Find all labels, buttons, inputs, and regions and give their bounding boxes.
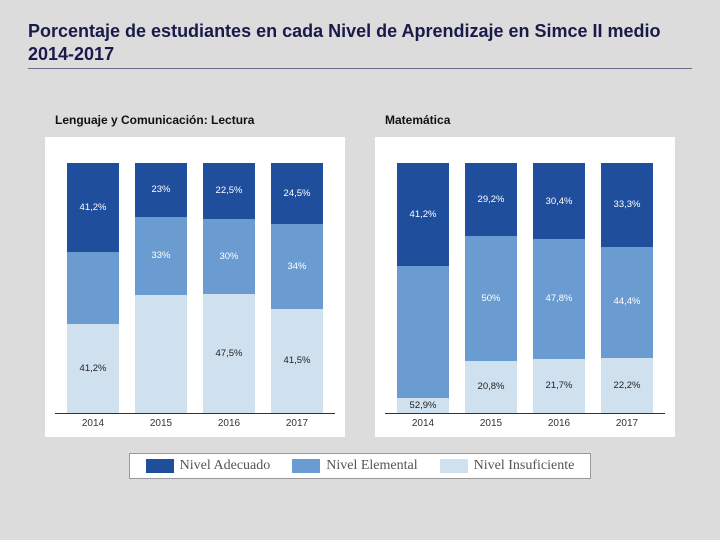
- bar-segment-insuficiente: 41,5%: [271, 309, 323, 413]
- bar-stack: 22,5%30%47,5%: [203, 163, 255, 413]
- bar-segment-elemental: 44,4%: [601, 247, 653, 358]
- bar-segment-adecuado: 23%: [135, 163, 187, 217]
- page-title: Porcentaje de estudiantes en cada Nivel …: [28, 20, 692, 69]
- bar-col: 33,3%44,4%22,2%: [599, 163, 655, 413]
- bar-segment-insuficiente: 52,9%: [397, 398, 449, 413]
- plot-area-lectura: 41,2%41,2%23%33%22,5%30%47,5%24,5%34%41,…: [55, 149, 335, 414]
- bar-segment-elemental: 30%: [203, 219, 255, 294]
- bar-segment-adecuado: 33,3%: [601, 163, 653, 246]
- x-axis-label: 2015: [463, 418, 519, 429]
- bar-stack: 30,4%47,8%21,7%: [533, 163, 585, 413]
- xaxis-matematica: 2014 2015 2016 2017: [385, 414, 665, 429]
- legend-label-elemental: Nivel Elemental: [326, 458, 417, 474]
- bar-segment-adecuado: 41,2%: [67, 163, 119, 252]
- bar-segment-insuficiente: 47,5%: [203, 294, 255, 413]
- bar-col: 41,2% 41,2%: [65, 163, 121, 413]
- bar-col: 24,5%34%41,5%: [269, 163, 325, 413]
- x-axis-label: 2014: [395, 418, 451, 429]
- bar-stack: 41,2% 52,9%: [397, 163, 449, 413]
- bar-segment-adecuado: 24,5%: [271, 163, 323, 224]
- chart-subtitle-matematica: Matemática: [385, 113, 450, 127]
- bar-col: 29,2%50%20,8%: [463, 163, 519, 413]
- x-axis-label: 2017: [269, 418, 325, 429]
- x-axis-label: 2014: [65, 418, 121, 429]
- bar-segment-insuficiente: 20,8%: [465, 361, 517, 413]
- bar-stack: 29,2%50%20,8%: [465, 163, 517, 413]
- legend: Nivel Adecuado Nivel Elemental Nivel Ins…: [129, 453, 592, 479]
- swatch-insuficiente: [440, 459, 468, 473]
- legend-item-adecuado: Nivel Adecuado: [146, 458, 271, 474]
- swatch-elemental: [292, 459, 320, 473]
- bar-segment-adecuado: 41,2%: [397, 163, 449, 266]
- bar-segment-insuficiente: 41,2%: [67, 324, 119, 413]
- bar-segment-elemental: [397, 266, 449, 398]
- xaxis-lectura: 2014 2015 2016 2017: [55, 414, 335, 429]
- legend-label-insuficiente: Nivel Insuficiente: [474, 458, 575, 474]
- bar-col: 30,4%47,8%21,7%: [531, 163, 587, 413]
- bar-stack: 41,2% 41,2%: [67, 163, 119, 413]
- bar-segment-elemental: [67, 252, 119, 323]
- x-axis-label: 2016: [201, 418, 257, 429]
- bar-segment-elemental: 34%: [271, 224, 323, 309]
- bar-segment-insuficiente: 21,7%: [533, 359, 585, 413]
- legend-item-insuficiente: Nivel Insuficiente: [440, 458, 575, 474]
- bar-col: 23%33%: [133, 163, 189, 413]
- bar-col: 22,5%30%47,5%: [201, 163, 257, 413]
- chart-subtitle-lectura: Lenguaje y Comunicación: Lectura: [55, 113, 254, 127]
- legend-item-elemental: Nivel Elemental: [292, 458, 417, 474]
- bar-segment-elemental: 47,8%: [533, 239, 585, 359]
- chart-panel-lectura: Lenguaje y Comunicación: Lectura 41,2%41…: [45, 113, 345, 437]
- x-axis-label: 2017: [599, 418, 655, 429]
- x-axis-label: 2015: [133, 418, 189, 429]
- bar-stack: 23%33%: [135, 163, 187, 413]
- bar-segment-insuficiente: 22,2%: [601, 358, 653, 414]
- bar-segment-adecuado: 22,5%: [203, 163, 255, 219]
- bar-col: 41,2% 52,9%: [395, 163, 451, 413]
- legend-label-adecuado: Nivel Adecuado: [180, 458, 271, 474]
- chart-panel-matematica: Matemática 41,2%52,9%29,2%50%20,8%30,4%4…: [375, 113, 675, 437]
- bar-stack: 24,5%34%41,5%: [271, 163, 323, 413]
- bar-stack: 33,3%44,4%22,2%: [601, 163, 653, 413]
- legend-wrap: Nivel Adecuado Nivel Elemental Nivel Ins…: [28, 453, 692, 479]
- bar-segment-insuficiente: [135, 295, 187, 413]
- bar-segment-adecuado: 29,2%: [465, 163, 517, 236]
- bar-segment-elemental: 33%: [135, 217, 187, 295]
- swatch-adecuado: [146, 459, 174, 473]
- x-axis-label: 2016: [531, 418, 587, 429]
- bar-segment-adecuado: 30,4%: [533, 163, 585, 239]
- charts-row: Lenguaje y Comunicación: Lectura 41,2%41…: [28, 113, 692, 437]
- chart-card-lectura: 41,2%41,2%23%33%22,5%30%47,5%24,5%34%41,…: [45, 137, 345, 437]
- chart-card-matematica: 41,2% 52,9% 29,2%50%20,8% 30,4%47,8%21,7% 33…: [375, 137, 675, 437]
- plot-area-matematica: 41,2% 52,9% 29,2%50%20,8% 30,4%47,8%21,7% 33…: [385, 149, 665, 414]
- bar-segment-elemental: 50%: [465, 236, 517, 361]
